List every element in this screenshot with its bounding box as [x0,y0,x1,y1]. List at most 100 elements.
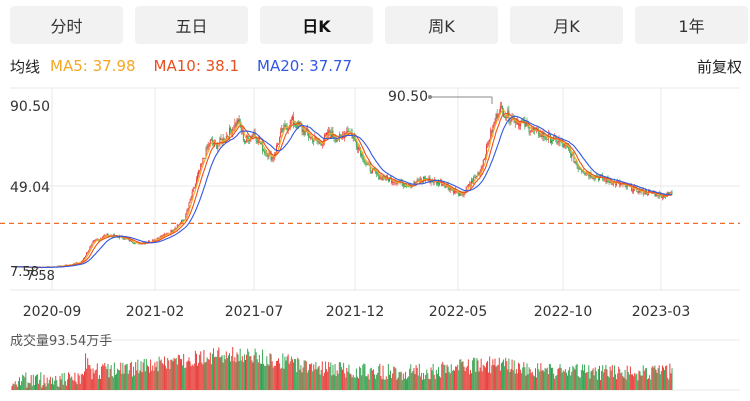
volume-bar [584,364,586,390]
candle-body [456,191,458,193]
volume-bar [522,367,524,390]
candle-body [354,137,356,142]
volume-bar [636,373,638,390]
volume-bar [510,368,512,390]
volume-bar [576,363,578,390]
volume-bar [312,371,314,390]
volume-bar [390,370,392,390]
tab-one-year[interactable]: 1年 [635,6,748,44]
tab-five-day[interactable]: 五日 [135,6,248,44]
candle-body [276,144,278,146]
candle-body [242,130,244,141]
volume-bar [602,365,604,390]
volume-bar [398,371,400,390]
candle-body [334,138,336,140]
candle-body [579,168,581,170]
candle-body [94,240,96,241]
volume-bar [381,378,383,390]
tab-weekly-k[interactable]: 周K [385,6,498,44]
volume-bar [635,374,637,390]
volume-bar [554,378,556,390]
volume-bar [334,363,336,390]
volume-bar [433,374,435,390]
volume-bar [301,372,303,390]
candle-body [503,109,505,118]
volume-bar [97,378,99,390]
volume-bar [348,364,350,390]
candle-body [254,132,256,137]
candle-body [475,175,477,178]
volume-bar [546,367,548,390]
volume-bar [15,384,17,390]
volume-bar [16,386,18,390]
candle-body [444,185,446,188]
volume-bar [239,348,241,390]
volume-bar [24,377,26,390]
tab-daily-k[interactable]: 日K [260,6,373,44]
adjust-toggle[interactable]: 前复权 [696,57,742,76]
volume-bar [452,369,454,390]
volume-bar [167,357,169,390]
volume-bar [558,367,560,390]
candle-body [238,119,240,123]
candle-body [523,119,525,122]
candle-body [420,179,422,181]
tab-monthly-k[interactable]: 月K [510,6,623,44]
volume-bar [44,383,46,390]
volume-bar [155,367,157,390]
candle-body [279,137,281,144]
tab-intraday[interactable]: 分时 [10,6,123,44]
volume-bar [600,380,602,390]
volume-bar [130,361,132,390]
volume-bar [394,367,396,390]
volume-bar [552,367,554,390]
volume-bar [300,365,302,390]
candle-body [189,200,191,203]
volume-bar [434,379,436,390]
candle-body [326,132,328,136]
volume-bar [290,356,292,390]
volume-bar [396,379,398,390]
volume-bar [661,365,663,390]
volume-bar [236,352,238,390]
volume-bar [299,369,301,390]
candle-body [489,139,491,144]
volume-bar [642,365,644,390]
volume-bar [465,367,467,390]
candle-body [611,184,613,186]
candle-body [568,146,570,149]
volume-bar [289,361,291,390]
candle-body [348,131,350,133]
candle-body [188,202,190,209]
volume-bar [613,365,615,390]
volume-bar [557,369,559,390]
volume-bar [504,366,506,390]
candle-body [443,183,445,186]
volume-bar [271,361,273,390]
volume-bar [144,371,146,390]
volume-bar [603,372,605,390]
candle-body [591,177,593,179]
volume-bar [347,371,349,390]
ma20-value: MA20: 37.77 [257,57,353,75]
candle-body [105,235,107,237]
volume-bar [473,357,475,390]
volume-bar [358,378,360,390]
volume-bar [591,370,593,390]
volume-bar [378,366,380,390]
volume-bar [125,364,127,390]
ma5-value: MA5: 37.98 [50,57,136,75]
volume-bar [475,371,477,390]
volume-bar [669,363,671,390]
volume-bar [137,359,139,390]
x-tick-1: 2021-02 [126,304,185,320]
candle-body [247,136,249,139]
candle-body [275,145,277,154]
volume-bar [90,368,92,390]
volume-bar [166,368,168,390]
candle-body [269,152,271,154]
volume-bar [585,373,587,390]
candle-body [281,128,283,132]
candle-body [497,114,499,119]
